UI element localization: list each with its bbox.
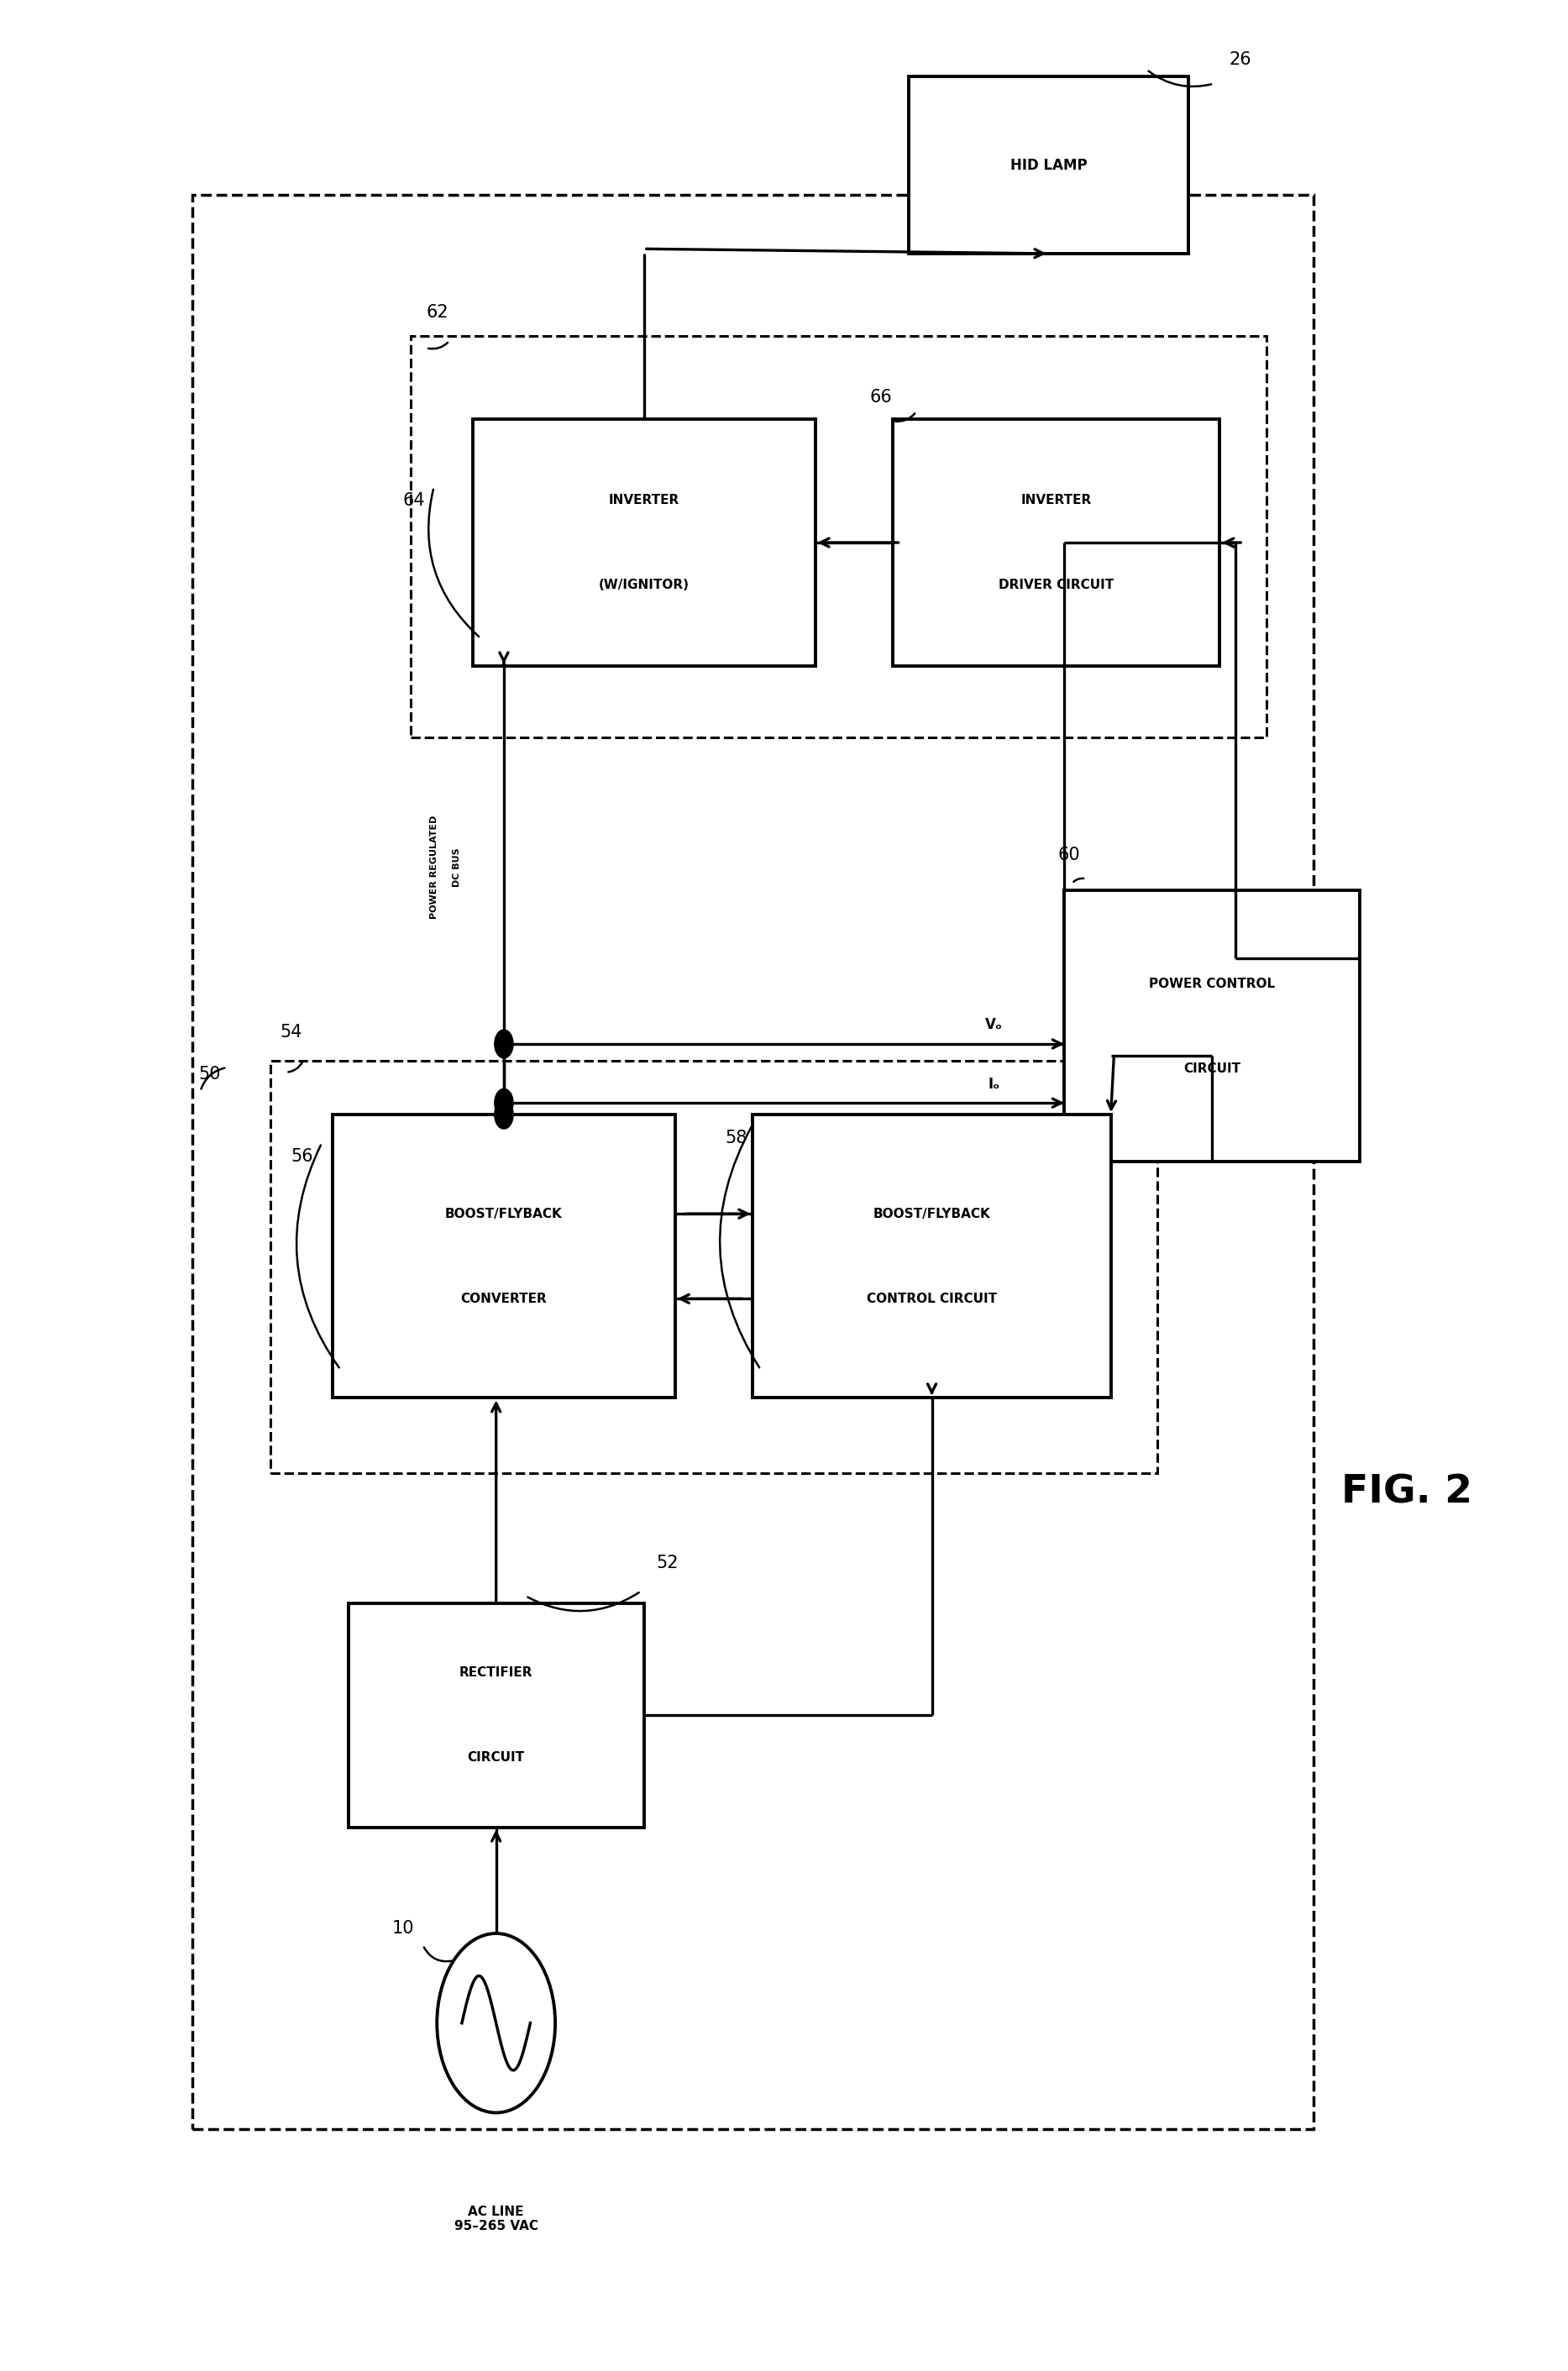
Bar	[348, 1603, 644, 1828]
Text: BOOST/FLYBACK: BOOST/FLYBACK	[445, 1207, 563, 1221]
Text: AC LINE
95–265 VAC: AC LINE 95–265 VAC	[455, 2205, 538, 2233]
Bar	[411, 337, 1267, 737]
Bar	[908, 76, 1189, 254]
Text: 26: 26	[1229, 52, 1251, 69]
Text: INVERTER: INVERTER	[608, 493, 679, 507]
Text: 60: 60	[1058, 846, 1080, 863]
Bar	[472, 420, 815, 666]
Text: INVERTER: INVERTER	[1021, 493, 1091, 507]
Text: BOOST/FLYBACK: BOOST/FLYBACK	[873, 1207, 991, 1221]
Text: HID LAMP: HID LAMP	[1010, 156, 1087, 173]
Text: CONTROL CIRCUIT: CONTROL CIRCUIT	[867, 1292, 997, 1304]
Bar	[270, 1060, 1157, 1472]
Text: Iₒ: Iₒ	[988, 1076, 1000, 1091]
Text: DRIVER CIRCUIT: DRIVER CIRCUIT	[999, 579, 1113, 590]
Text: POWER CONTROL: POWER CONTROL	[1149, 977, 1275, 991]
Text: CIRCUIT: CIRCUIT	[1184, 1062, 1240, 1074]
Text: DC BUS: DC BUS	[453, 846, 461, 887]
Text: CONVERTER: CONVERTER	[461, 1292, 547, 1304]
Circle shape	[494, 1029, 513, 1057]
Text: Vₒ: Vₒ	[985, 1017, 1004, 1034]
Text: POWER REGULATED: POWER REGULATED	[430, 816, 437, 920]
Text: 10: 10	[392, 1921, 414, 1937]
Text: (W/IGNITOR): (W/IGNITOR)	[599, 579, 690, 590]
Text: 66: 66	[870, 389, 892, 405]
Text: RECTIFIER: RECTIFIER	[459, 1667, 533, 1679]
Text: 64: 64	[403, 493, 425, 510]
Text: FIG. 2: FIG. 2	[1341, 1472, 1472, 1510]
Bar	[193, 194, 1312, 2129]
Bar	[753, 1114, 1110, 1399]
Text: 50: 50	[199, 1067, 221, 1084]
Text: CIRCUIT: CIRCUIT	[467, 1752, 525, 1764]
Circle shape	[494, 1100, 513, 1129]
Text: 58: 58	[724, 1129, 746, 1148]
Text: 52: 52	[657, 1555, 679, 1572]
Bar	[1065, 891, 1359, 1162]
Circle shape	[494, 1088, 513, 1117]
Text: 54: 54	[279, 1024, 303, 1041]
Bar	[892, 420, 1220, 666]
Bar	[332, 1114, 676, 1399]
Text: 62: 62	[426, 303, 448, 320]
Text: 56: 56	[290, 1148, 314, 1164]
